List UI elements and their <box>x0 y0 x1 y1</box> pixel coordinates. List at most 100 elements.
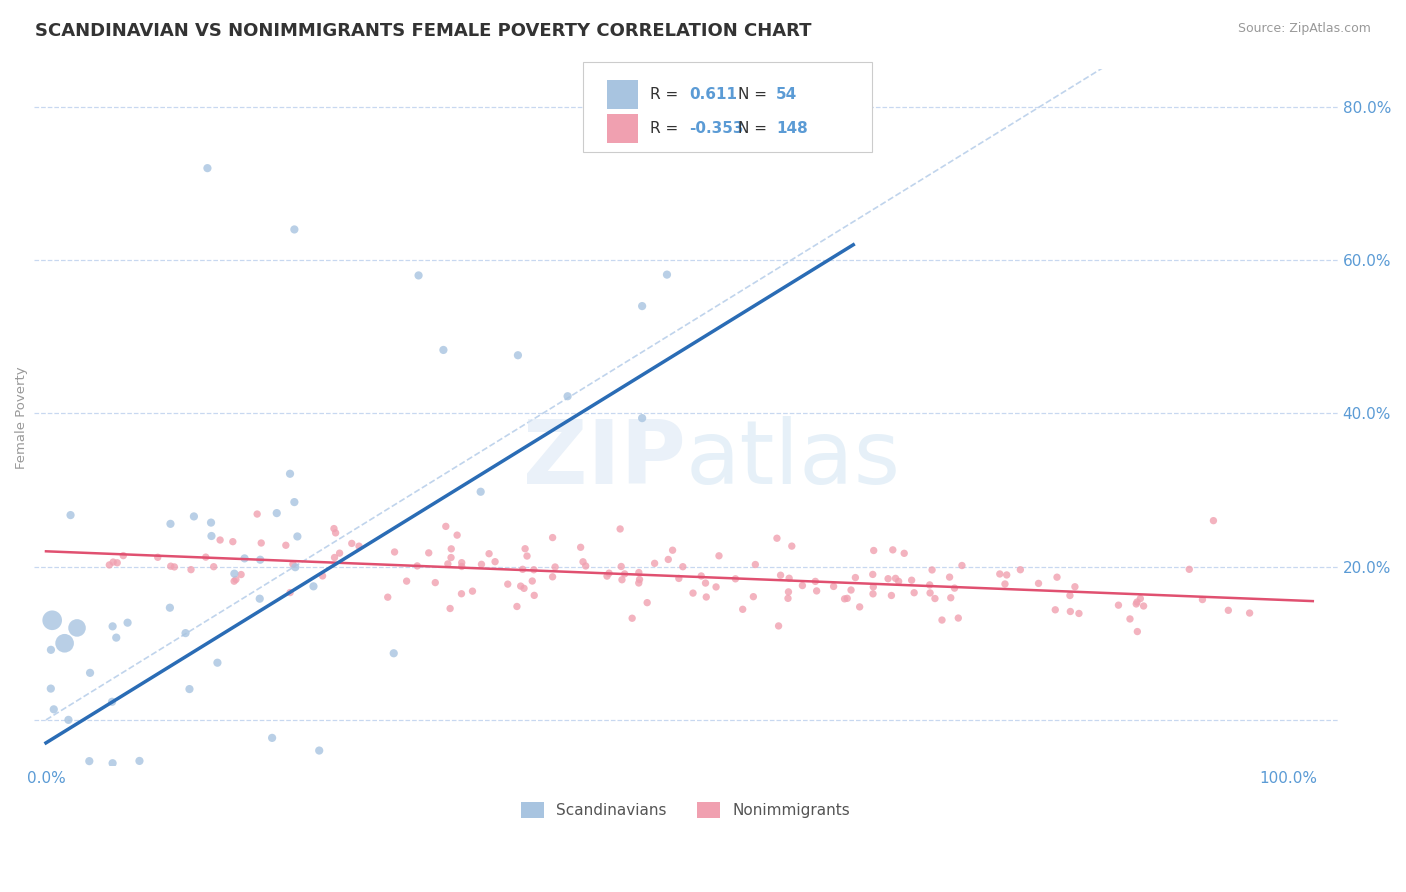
Point <box>778 571 800 585</box>
Point <box>903 585 925 599</box>
Point <box>1191 592 1213 607</box>
Point <box>541 570 564 584</box>
Point <box>287 529 309 543</box>
Point <box>631 411 654 425</box>
Point <box>262 731 284 745</box>
Point <box>325 525 347 540</box>
Text: -0.353: -0.353 <box>689 121 744 136</box>
Point <box>450 587 472 601</box>
Point <box>931 613 953 627</box>
Point <box>522 574 544 588</box>
Text: SCANDINAVIAN VS NONIMMIGRANTS FEMALE POVERTY CORRELATION CHART: SCANDINAVIAN VS NONIMMIGRANTS FEMALE POV… <box>35 22 811 40</box>
Text: 148: 148 <box>776 121 808 136</box>
Point <box>406 558 429 573</box>
Point <box>250 536 273 550</box>
Point <box>278 585 301 599</box>
Point <box>283 222 305 236</box>
Point <box>395 574 418 588</box>
Point <box>159 516 181 531</box>
Point <box>948 611 970 625</box>
Point <box>613 566 636 581</box>
Y-axis label: Female Poverty: Female Poverty <box>15 366 28 468</box>
Point <box>329 546 352 560</box>
Point <box>837 591 859 606</box>
Point <box>943 581 966 595</box>
Point <box>347 539 370 553</box>
Point <box>128 831 150 846</box>
Point <box>202 559 225 574</box>
Point <box>439 601 461 615</box>
Point <box>994 577 1017 591</box>
Point <box>1202 514 1225 528</box>
Point <box>274 538 297 552</box>
Point <box>377 590 399 604</box>
Point <box>224 566 246 581</box>
Point <box>541 531 564 545</box>
Point <box>513 541 536 556</box>
Point <box>461 584 484 599</box>
Point <box>938 570 960 584</box>
Point <box>516 549 538 563</box>
Point <box>112 549 135 563</box>
Point <box>281 557 304 571</box>
Point <box>440 550 463 565</box>
Point <box>848 599 870 614</box>
Point <box>644 557 666 571</box>
Point <box>183 509 205 524</box>
Point <box>707 549 730 563</box>
Point <box>94 810 117 824</box>
Point <box>283 495 305 509</box>
Point <box>340 536 363 550</box>
Text: atlas: atlas <box>686 416 901 502</box>
Point <box>146 550 169 565</box>
Point <box>79 754 101 768</box>
Point <box>484 555 506 569</box>
Point <box>278 467 301 481</box>
Point <box>839 582 862 597</box>
Point <box>924 591 946 606</box>
Point <box>180 563 202 577</box>
Point <box>117 615 139 630</box>
Point <box>918 578 941 592</box>
Legend: Scandinavians, Nonimmigrants: Scandinavians, Nonimmigrants <box>515 797 856 824</box>
Point <box>382 646 405 660</box>
Point <box>249 553 271 567</box>
Point <box>76 773 98 788</box>
Point <box>1045 603 1067 617</box>
Point <box>512 562 534 576</box>
Point <box>628 573 651 587</box>
Point <box>780 539 803 553</box>
Point <box>862 567 884 582</box>
Point <box>246 507 269 521</box>
Point <box>792 578 814 592</box>
Point <box>302 579 325 593</box>
Point <box>893 546 915 560</box>
Point <box>225 573 247 587</box>
Point <box>544 560 567 574</box>
Point <box>887 574 910 589</box>
Point <box>823 579 845 593</box>
Point <box>1218 603 1240 617</box>
Point <box>408 268 430 283</box>
Point <box>450 559 472 574</box>
Point <box>229 567 252 582</box>
Point <box>91 848 114 863</box>
Point <box>1178 562 1201 576</box>
Point <box>1129 591 1152 606</box>
Point <box>197 161 219 175</box>
Point <box>877 572 900 586</box>
Point <box>1046 570 1069 584</box>
Point <box>950 558 973 573</box>
Point <box>778 585 800 599</box>
Point <box>42 702 65 716</box>
Point <box>834 591 856 606</box>
Point <box>806 583 828 598</box>
Point <box>506 599 529 614</box>
Point <box>128 754 150 768</box>
Point <box>988 566 1011 581</box>
Point <box>1059 605 1081 619</box>
Point <box>233 551 256 566</box>
Point <box>776 591 799 606</box>
Point <box>1125 597 1147 611</box>
Point <box>44 841 66 855</box>
